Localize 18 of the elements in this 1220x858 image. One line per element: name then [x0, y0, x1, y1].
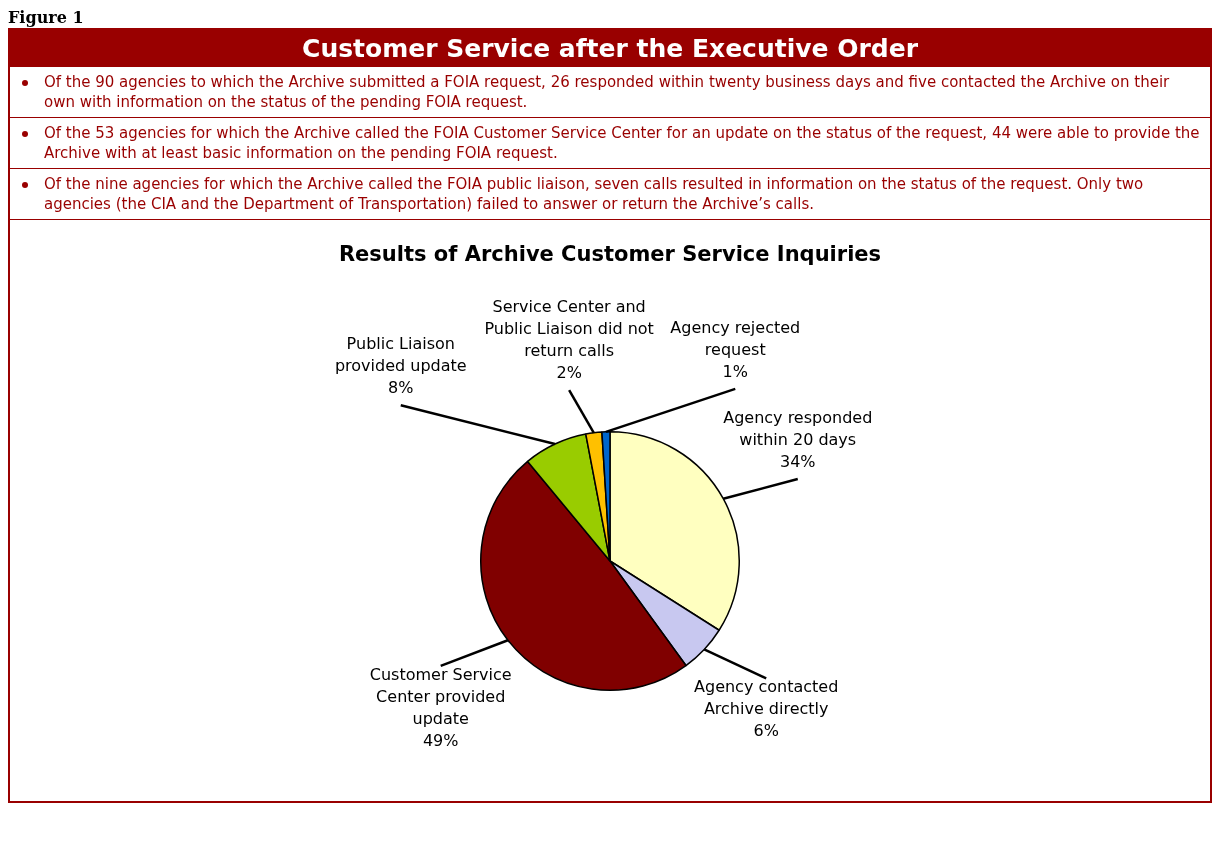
caption: Figure 1 [8, 8, 85, 28]
slice-label: Agency contacted Archive directly [694, 677, 839, 719]
slice-label: Public Liaison provided update [334, 334, 467, 376]
slice-label: Service Center and Public Liaison did not return calls [484, 297, 654, 361]
slice-label: Agency responded within 20 days [723, 408, 873, 450]
text: Customer Service after the Executive Order [10, 30, 1210, 67]
data-label: 34% [779, 452, 816, 472]
data-label: 6% [753, 721, 779, 741]
text: Of the 53 agencies for which the Archive called the FOIA Customer Service Center for an update on the status of the request, 44 were able to provide the Archive with at least basic information on the pending FOIA request. [44, 124, 1200, 162]
text: Of the nine agencies for which the Archive called the FOIA public liaison, seven calls resulted in information on the status of the request. Only two agencies (the CIA and the Department of Transportation) failed to answer or return the Archive’s calls. [44, 175, 1144, 213]
slice-label: Customer Service Center provided update [369, 664, 512, 728]
data-label: 1% [722, 361, 748, 381]
chart-title: Results of Archive Customer Service Inquiries [337, 242, 883, 266]
text: Of the 90 agencies to which the Archive submitted a FOIA request, 26 responded within twenty business days and five contacted the Archive on their own with information on the status of the pending FOIA request. [44, 73, 1170, 111]
data-label: 49% [422, 730, 459, 750]
data-label: 8% [388, 378, 414, 398]
data-label: 2% [556, 363, 582, 383]
slice-label: Agency rejected request [670, 317, 801, 359]
